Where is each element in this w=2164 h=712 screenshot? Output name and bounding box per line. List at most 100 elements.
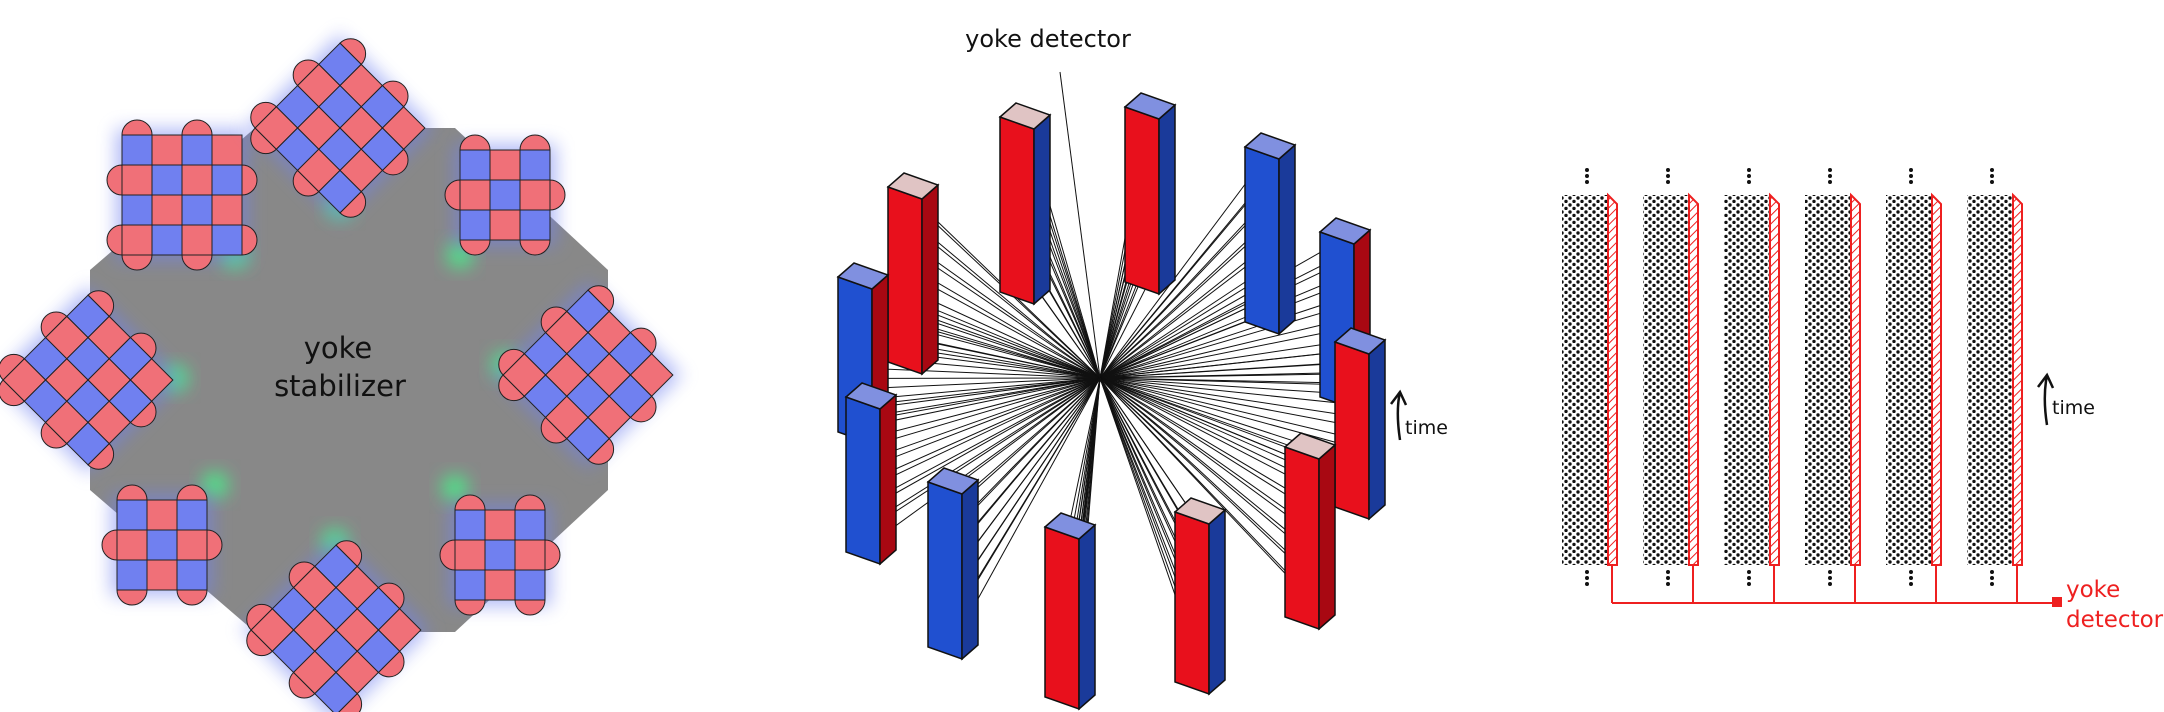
time-arrow-shaft-b: [1396, 391, 1402, 441]
prism-side: [1208, 508, 1226, 696]
detector-line: [867, 377, 1101, 510]
ellipsis-bottom: [1666, 570, 1670, 574]
detector-line: [1099, 377, 1308, 502]
detector-line: [1066, 377, 1101, 536]
checker-patch-top: [246, 34, 434, 222]
checker-patch-top-right-bump: [519, 239, 551, 256]
checker-patch-top-right-cell: [519, 179, 551, 211]
detector-line: [875, 377, 1101, 458]
checker-patch-bottom-right-cell: [484, 509, 516, 541]
detector-line: [917, 254, 1101, 379]
checker-patch-right-bump: [498, 348, 526, 376]
checker-patch-bottom-bump: [335, 692, 363, 712]
detector-line: [1099, 273, 1268, 379]
checker-patch-bottom-bump: [377, 650, 405, 678]
ellipsis-bottom: [1990, 576, 1994, 580]
column-dots: [1886, 195, 1932, 565]
detector-line: [1099, 377, 1316, 468]
detector-line: [917, 301, 1101, 379]
detector-line: [867, 377, 1101, 489]
checker-patch-top-bump: [339, 38, 367, 66]
checker-patch-left-bump: [40, 421, 68, 449]
detector-line: [909, 218, 1101, 379]
checker-patch-top-right-cell: [459, 179, 491, 211]
prism-front: [1244, 145, 1280, 336]
time-label-c: time: [2052, 397, 2095, 419]
prism-front: [1284, 445, 1320, 631]
prism-11: [1173, 497, 1227, 696]
prism-front: [927, 480, 963, 661]
checker-patch-top-left-cell: [181, 134, 213, 166]
ellipsis-bottom: [1585, 582, 1589, 586]
detector-columns-panel: [1562, 168, 2057, 604]
checker-patch-bottom-right-cell: [454, 509, 486, 541]
checker-patch-top-right-cell: [489, 149, 521, 181]
checker-patch-bottom-left-cell: [116, 499, 148, 531]
prism-side: [961, 478, 979, 661]
prism-side: [1368, 338, 1386, 521]
detector-line: [1099, 377, 1308, 456]
detector-line: [917, 278, 1101, 379]
checker-patch-left-bump: [129, 400, 157, 428]
ellipsis-bottom: [1909, 582, 1913, 586]
checker-patch-top-right: [444, 134, 566, 256]
checker-patch-right-bump: [540, 306, 568, 334]
detector-line: [1099, 226, 1268, 379]
detector-line: [1099, 377, 1366, 451]
checker-patch-bottom-right-bump: [514, 494, 546, 511]
ellipsis-bottom: [1909, 576, 1913, 580]
detector-line: [1099, 349, 1358, 379]
checker-patch-top-right-cell: [489, 209, 521, 241]
prism-front: [1044, 525, 1080, 711]
detector-line: [875, 377, 1101, 499]
prism-side: [879, 393, 897, 566]
column-dots: [1643, 195, 1689, 565]
prism-side: [921, 183, 939, 376]
checker-patch-bottom-right-bump: [454, 494, 486, 511]
detector-line: [1099, 328, 1343, 379]
prism-side: [1158, 103, 1176, 296]
checker-patch-top-bump: [381, 148, 409, 176]
detector-line: [867, 377, 1101, 406]
checker-patch-top-left-cell: [151, 194, 183, 226]
detector-line: [1099, 261, 1343, 379]
prism-cap: [886, 172, 940, 200]
time-arrow-head-c: [2037, 372, 2055, 389]
yoke-detector-3d-panel: [836, 71, 1387, 711]
detector-line: [1099, 202, 1268, 379]
checker-patch-bottom-left-cell: [176, 499, 208, 531]
checker-patch-top-left-bump: [106, 224, 123, 256]
detector-line: [1099, 377, 1316, 560]
checker-patch-top-right-bump: [459, 239, 491, 256]
detector-line: [1099, 295, 1351, 379]
prism-cap: [998, 102, 1052, 130]
checker-patch-top-bump: [292, 59, 320, 87]
checker-patch-left-bump: [129, 332, 157, 360]
detector-line-to-title: [1059, 71, 1101, 379]
ellipsis-top: [1666, 174, 1670, 178]
detector-column-4: [1886, 168, 1942, 603]
detector-line: [957, 377, 1101, 636]
detector-line: [867, 377, 1101, 421]
ellipsis-top: [1990, 180, 1994, 184]
checker-patch-top-left-cell: [181, 194, 213, 226]
detector-line: [917, 349, 1101, 379]
detector-line: [867, 377, 1101, 427]
detector-column-2: [1724, 168, 1780, 603]
checker-patch-bottom-right-cell: [514, 539, 546, 571]
checker-patch-top-bump: [381, 80, 409, 108]
column-dots: [1724, 195, 1770, 565]
prism-cap: [1318, 217, 1372, 245]
prism-front: [1124, 105, 1160, 296]
checker-patch-bottom-left-cell: [146, 529, 178, 561]
checker-patch-top-right-cell: [519, 209, 551, 241]
checker-patch-right-bump: [587, 437, 615, 465]
checker-patch-bottom-bump: [335, 540, 363, 568]
detector-line: [1099, 306, 1343, 379]
checker-patch-right-cell: [566, 416, 610, 461]
checker-patch-top-left-bump: [181, 254, 213, 271]
checker-patch-bottom-bump: [377, 582, 405, 610]
ellipsis-bottom: [1585, 576, 1589, 580]
detector-line: [1099, 250, 1351, 379]
checker-patch-bottom-left-bump: [176, 484, 208, 501]
